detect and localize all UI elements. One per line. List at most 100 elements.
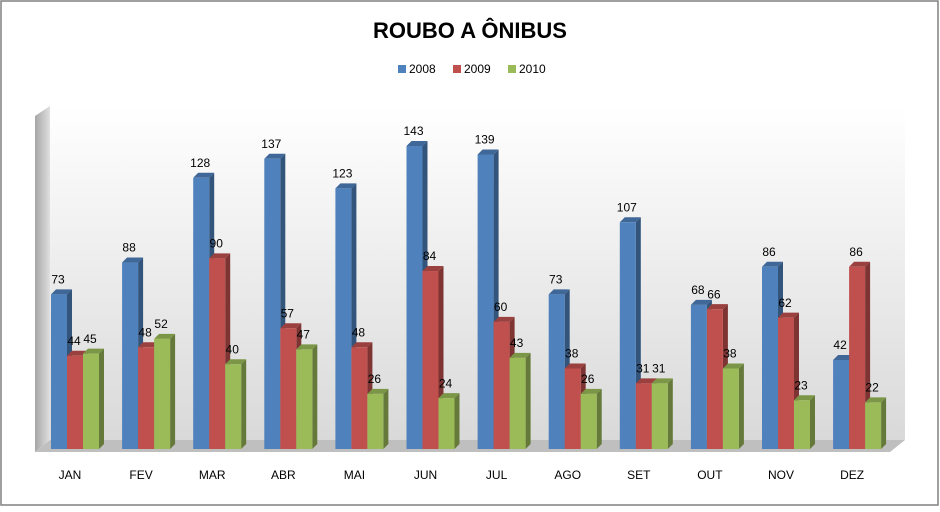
data-label: 31 (652, 361, 666, 375)
bar (794, 400, 810, 449)
bar-top (67, 350, 88, 356)
bar-top (335, 183, 357, 189)
data-label: 128 (190, 156, 210, 170)
data-label: 45 (83, 332, 97, 346)
data-label: 73 (51, 273, 65, 287)
bar-side (667, 378, 673, 449)
bar (154, 338, 171, 449)
chart-title: ROUBO A ÔNIBUS (373, 18, 567, 43)
data-label: 62 (778, 296, 792, 310)
legend-swatch (453, 65, 461, 73)
data-label: 73 (549, 273, 563, 287)
x-tick-label: DEZ (840, 468, 864, 482)
x-tick-label: NOV (768, 468, 794, 482)
bar (122, 262, 139, 449)
bar (722, 368, 739, 449)
bar-side (810, 395, 815, 449)
bar-top (722, 363, 744, 369)
bar (477, 154, 494, 449)
bar-side (881, 397, 887, 449)
bar-top (619, 217, 641, 223)
bar (849, 266, 866, 449)
bar-side (738, 363, 744, 449)
bar (335, 188, 352, 450)
legend-label: 2009 (464, 62, 491, 76)
bar (422, 271, 439, 449)
x-tick-label: SET (627, 468, 651, 482)
bar-top (651, 378, 673, 384)
x-tick-label: JAN (59, 468, 82, 482)
bar (833, 360, 850, 449)
x-tick-label: FEV (129, 468, 152, 482)
bar-top (477, 149, 499, 155)
bar (865, 402, 882, 449)
bar (706, 309, 723, 449)
data-label: 43 (510, 336, 524, 350)
bar (564, 368, 581, 449)
bar (138, 347, 155, 449)
bar-top (778, 312, 799, 318)
x-tick-label: OUT (697, 468, 723, 482)
data-label: 90 (210, 236, 224, 250)
bar-side (596, 388, 602, 449)
bar-top (635, 378, 657, 384)
data-label: 123 (332, 167, 352, 181)
bar (406, 146, 423, 450)
data-label: 86 (849, 245, 863, 259)
bar-top (564, 363, 586, 369)
bar-top (794, 395, 815, 401)
bar-top (762, 261, 783, 267)
bar (351, 347, 368, 449)
bar-top (264, 153, 286, 159)
bar (209, 258, 226, 449)
bar (296, 349, 313, 449)
bar-side (241, 359, 247, 449)
bar-top (438, 393, 460, 399)
bar (193, 177, 210, 450)
bar-top (849, 261, 871, 267)
bar-top (865, 397, 887, 403)
bar (651, 383, 668, 449)
bar-side (170, 333, 176, 449)
data-label: 26 (368, 372, 382, 386)
bar (619, 222, 636, 449)
bar-top (367, 388, 389, 394)
bar-side (525, 352, 531, 449)
bar-top (225, 359, 247, 365)
bar-top (122, 257, 144, 263)
data-label: 137 (261, 137, 281, 151)
data-label: 48 (352, 325, 366, 339)
bar-top (351, 342, 373, 348)
data-label: 48 (138, 325, 152, 339)
bar-top (138, 342, 160, 348)
data-label: 24 (439, 376, 453, 390)
data-label: 42 (833, 338, 847, 352)
bar (635, 383, 652, 449)
bar (367, 393, 384, 449)
bar-top (296, 344, 318, 350)
bar (778, 317, 794, 449)
data-label: 86 (762, 245, 776, 259)
legend-swatch (508, 65, 516, 73)
x-tick-label: AGO (554, 468, 581, 482)
data-label: 60 (494, 300, 508, 314)
bar (225, 364, 242, 449)
data-label: 38 (565, 347, 579, 361)
bar (690, 304, 707, 449)
bar-side (454, 393, 460, 449)
data-label: 66 (707, 287, 721, 301)
floor (35, 440, 905, 452)
data-label: 57 (281, 306, 295, 320)
data-label: 107 (617, 200, 637, 214)
x-tick-label: JUL (486, 468, 508, 482)
data-label: 22 (865, 381, 879, 395)
data-label: 23 (794, 378, 808, 392)
bar (83, 353, 99, 449)
bar (493, 321, 510, 449)
bar-top (406, 141, 428, 147)
x-tick-label: JUN (414, 468, 437, 482)
bar-top (154, 333, 176, 339)
data-label: 88 (122, 241, 136, 255)
x-tick-label: MAR (199, 468, 226, 482)
bar (438, 398, 455, 449)
